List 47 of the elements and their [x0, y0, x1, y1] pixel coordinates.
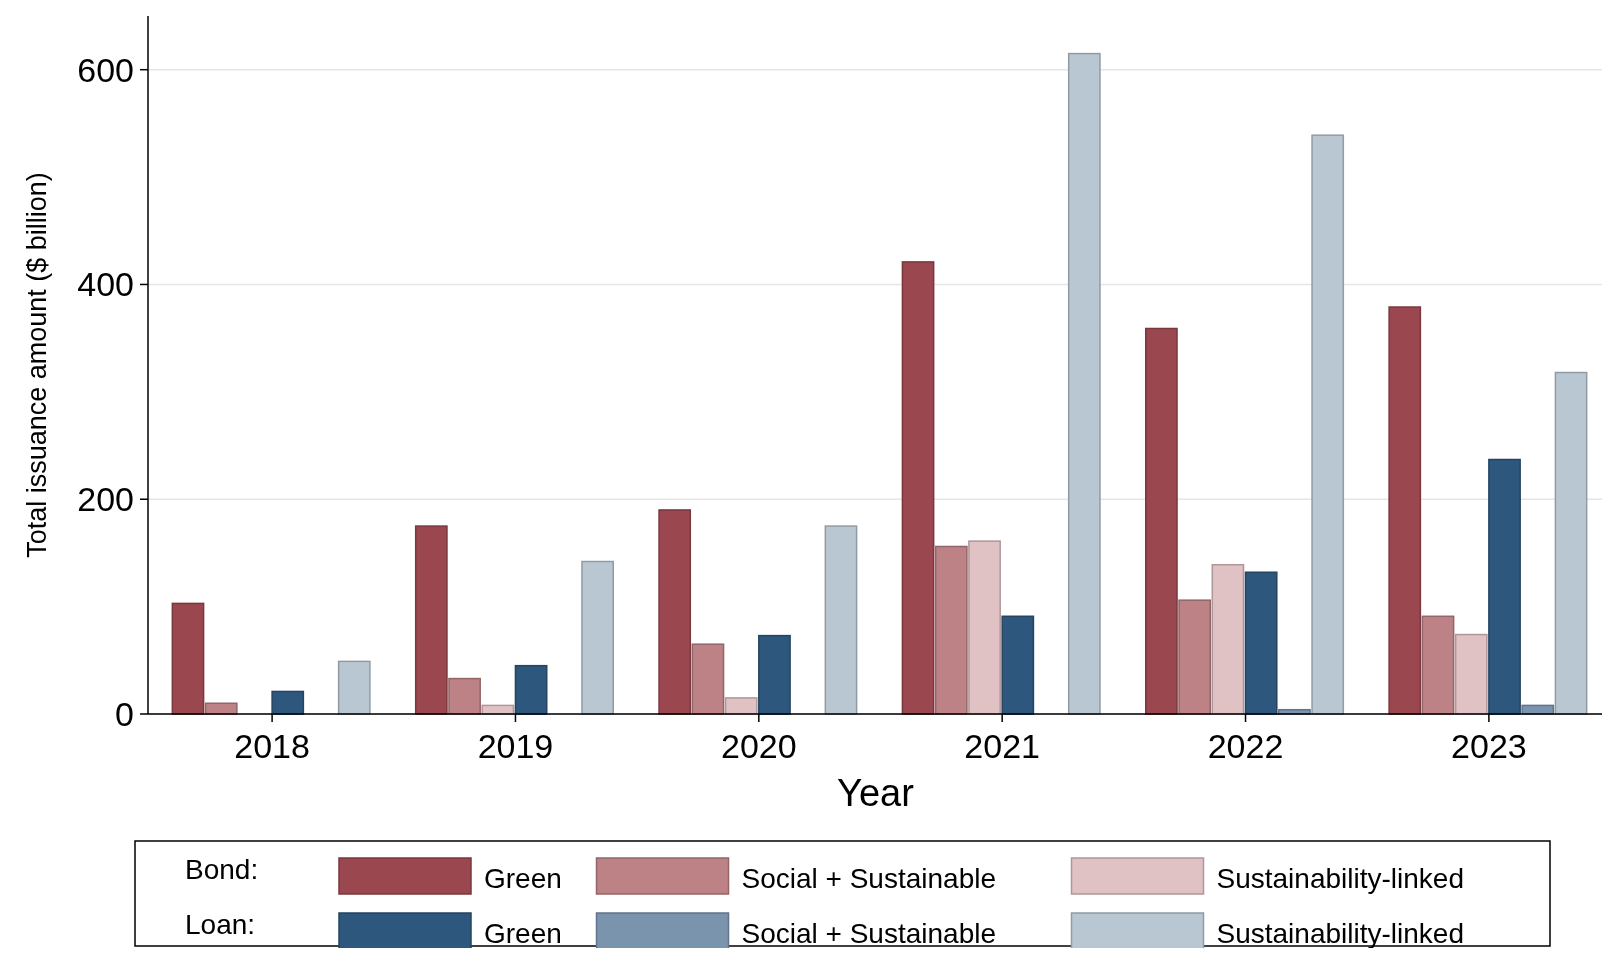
- legend-label: Social + Sustainable: [741, 918, 997, 949]
- legend-label: Sustainability-linked: [1216, 918, 1464, 949]
- bar: [271, 690, 305, 715]
- legend-label: Green: [484, 918, 562, 949]
- bar: [337, 660, 371, 715]
- bar: [824, 525, 858, 715]
- bar: [1454, 633, 1488, 715]
- bar: [934, 545, 968, 715]
- bar: [1311, 134, 1345, 715]
- bar: [968, 540, 1001, 715]
- x-tick-label: 2018: [234, 727, 310, 765]
- x-tick-label: 2020: [721, 727, 797, 765]
- bar: [514, 664, 548, 715]
- x-tick-label: 2019: [477, 727, 554, 765]
- y-tick-label: 0: [115, 694, 134, 733]
- text: Bond:: [185, 854, 259, 885]
- bar: [658, 509, 692, 715]
- bar: [581, 560, 614, 715]
- bar: [901, 261, 935, 715]
- y-tick-label: 200: [77, 480, 134, 519]
- y-tick-label: 600: [77, 50, 134, 89]
- bar: [1067, 52, 1101, 715]
- y-tick-label: 400: [77, 265, 134, 304]
- bar: [1244, 571, 1278, 715]
- legend-label: Sustainability-linked: [1216, 863, 1464, 894]
- bar: [1388, 306, 1422, 715]
- bar: [758, 634, 791, 715]
- bar: [448, 677, 481, 715]
- x-tick-label: 2022: [1207, 727, 1284, 765]
- legend-label: Green: [484, 863, 562, 894]
- bar: [414, 525, 448, 715]
- text: Loan:: [185, 909, 256, 940]
- bar: [1001, 615, 1035, 715]
- legend-label: Social + Sustainable: [741, 863, 997, 894]
- bar: [1488, 458, 1521, 715]
- y-axis-title: Total issuance amount ($ billion): [22, 172, 52, 558]
- x-axis-title: Year: [837, 772, 915, 814]
- bar: [1421, 615, 1455, 715]
- bar: [1554, 371, 1588, 715]
- x-tick-label: 2023: [1451, 727, 1527, 765]
- x-tick-label: 2021: [964, 727, 1040, 765]
- bar: [1178, 599, 1212, 715]
- bar: [691, 643, 725, 715]
- bar: [1145, 327, 1178, 715]
- bar: [1211, 563, 1245, 715]
- bar: [171, 602, 205, 715]
- bar: [724, 697, 758, 715]
